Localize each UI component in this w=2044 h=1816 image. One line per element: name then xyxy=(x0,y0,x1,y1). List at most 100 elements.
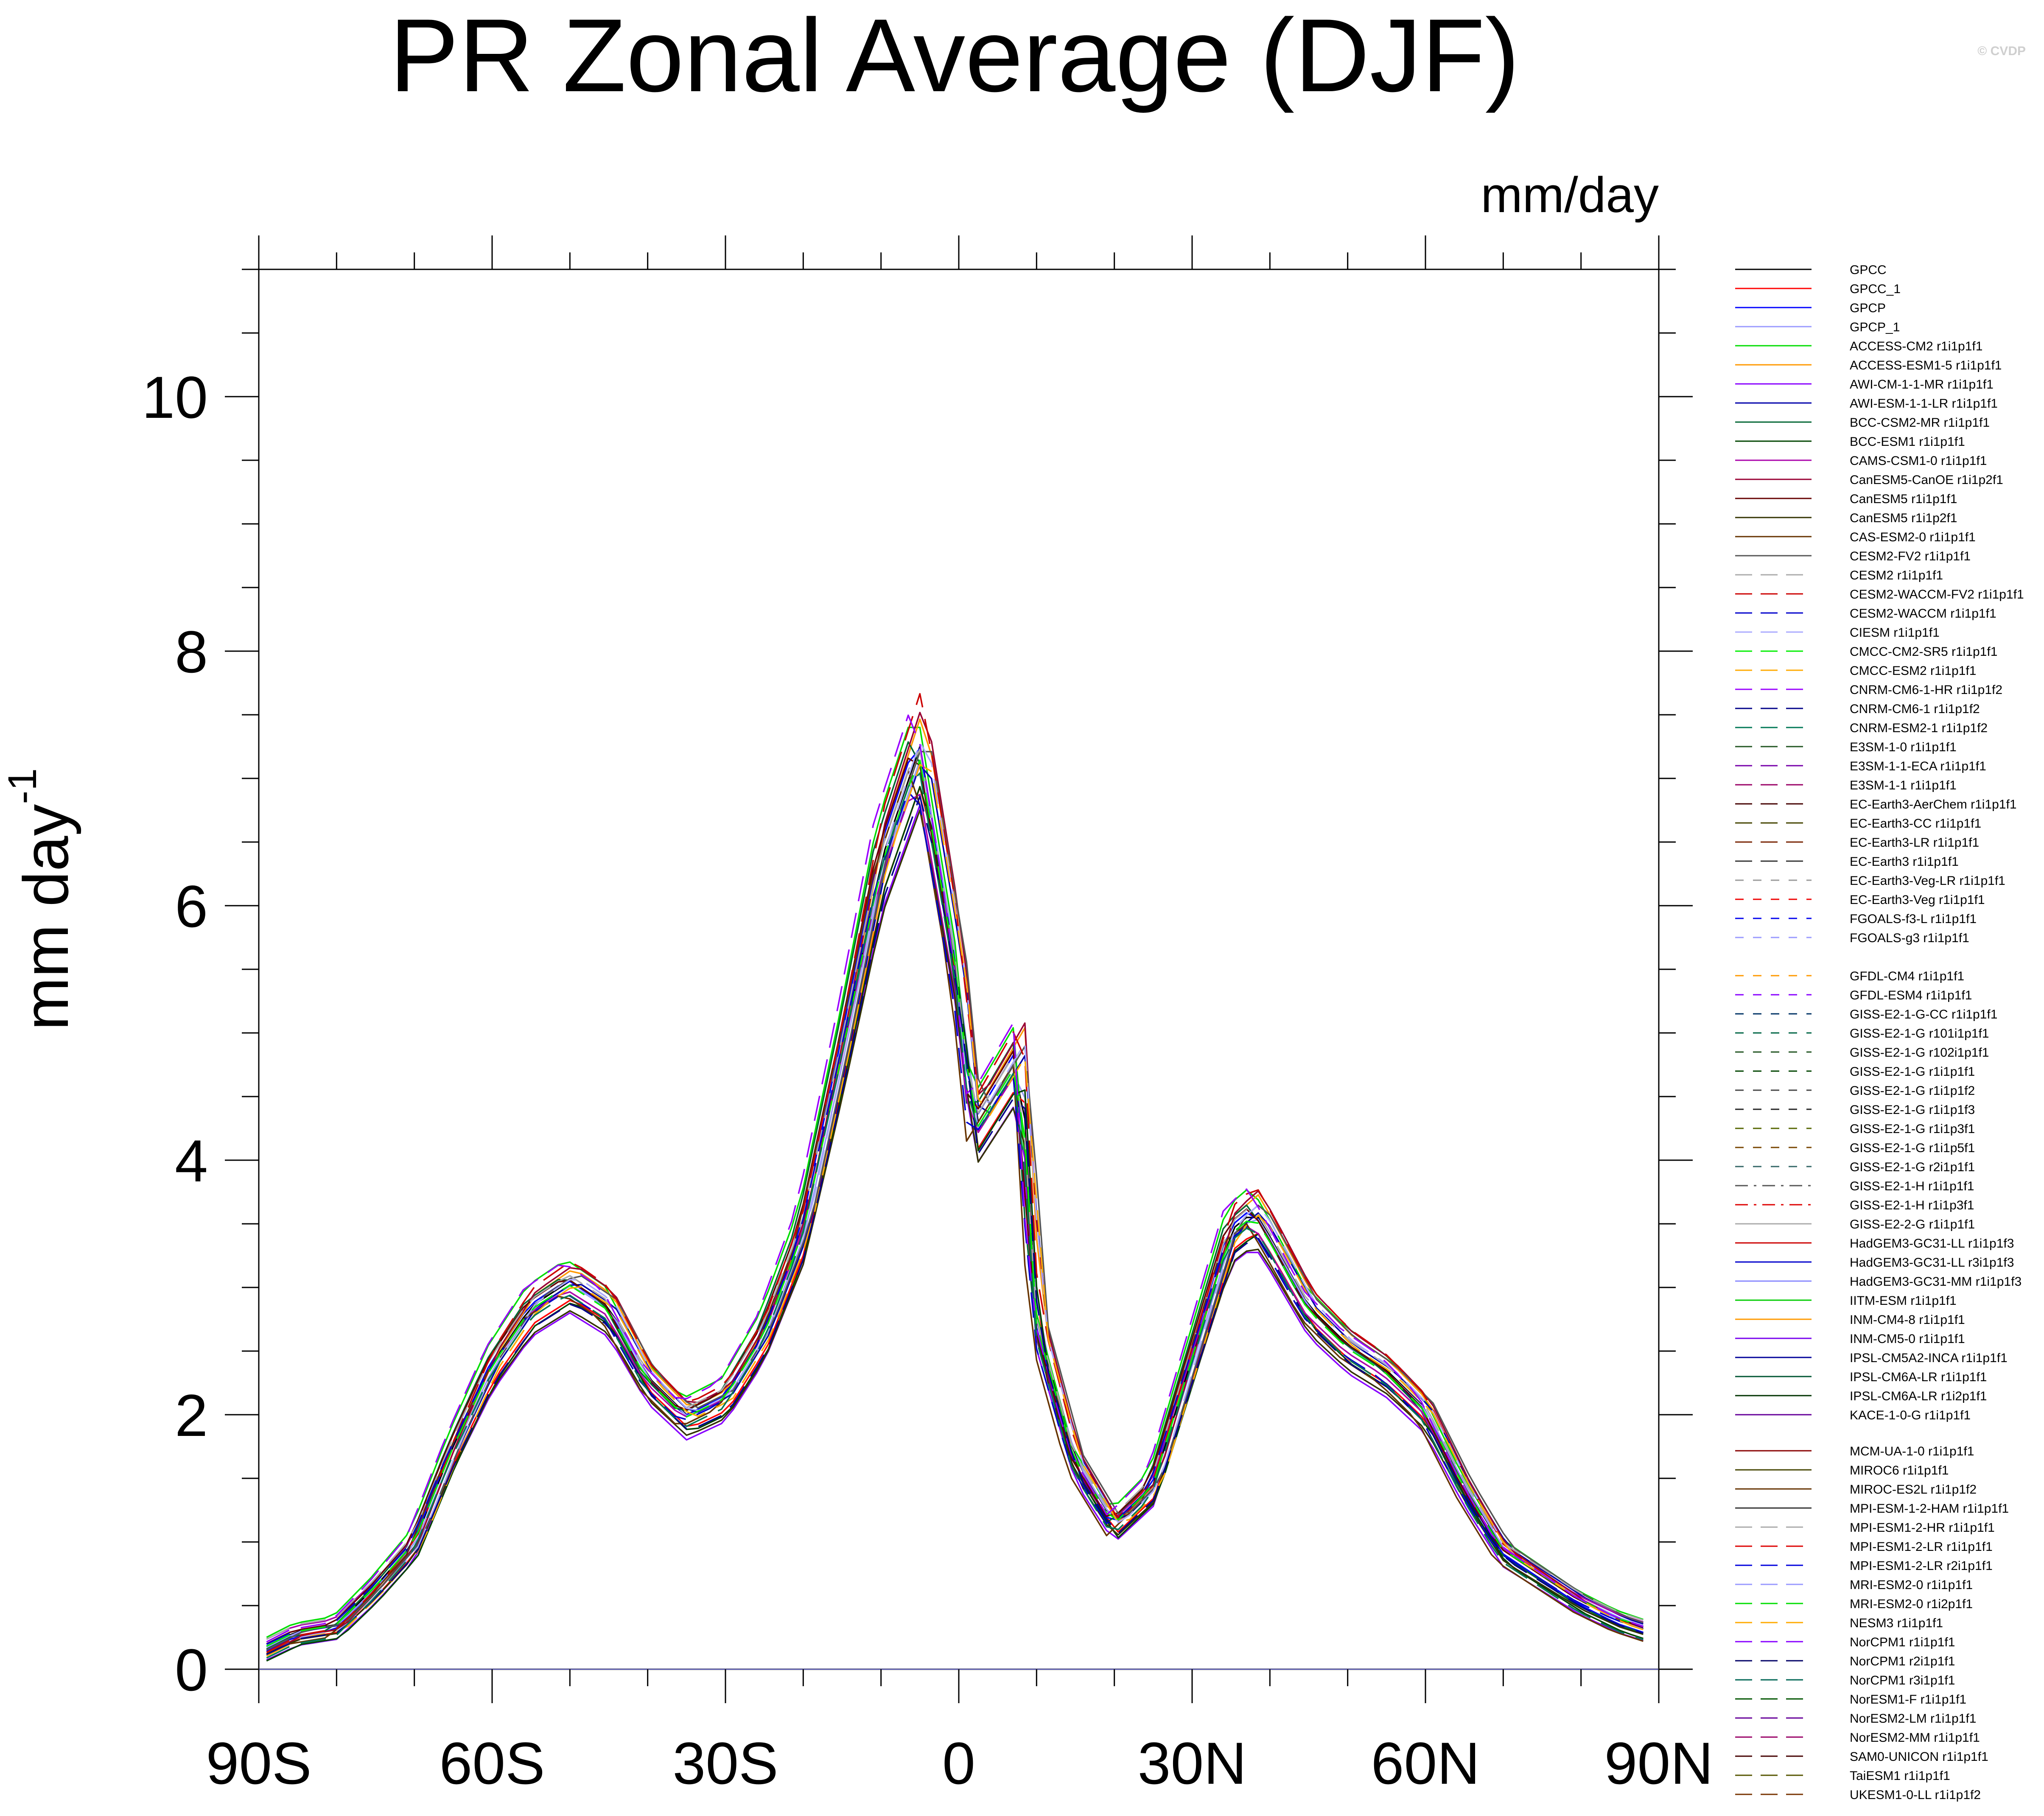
legend-label: GISS-E2-1-G r101i1p1f1 xyxy=(1850,1027,1989,1041)
legend-label: NorESM2-MM r1i1p1f1 xyxy=(1850,1731,1980,1745)
legend-label: CNRM-ESM2-1 r1i1p1f2 xyxy=(1850,721,1988,735)
y-axis-label: mm day-1 xyxy=(0,768,81,1030)
legend-label: CESM2-WACCM r1i1p1f1 xyxy=(1850,607,1996,621)
legend-label: CIESM r1i1p1f1 xyxy=(1850,626,1940,640)
legend-label: IPSL-CM6A-LR r1i2p1f1 xyxy=(1850,1389,1987,1403)
legend-label: NorESM1-F r1i1p1f1 xyxy=(1850,1693,1966,1707)
legend-label: GFDL-CM4 r1i1p1f1 xyxy=(1850,969,1964,983)
series-line-8 xyxy=(266,741,1644,1650)
legend-label: HadGEM3-GC31-MM r1i1p1f3 xyxy=(1850,1275,2022,1289)
x-tick-label: 0 xyxy=(942,1730,975,1796)
legend-label: EC-Earth3-LR r1i1p1f1 xyxy=(1850,836,1979,850)
x-tick-label: 90N xyxy=(1604,1730,1714,1796)
x-tick-label: 60S xyxy=(439,1730,545,1796)
legend-label: HadGEM3-GC31-LL r3i1p1f3 xyxy=(1850,1256,2014,1270)
legend-label: BCC-ESM1 r1i1p1f1 xyxy=(1850,435,1965,449)
legend-label: CESM2 r1i1p1f1 xyxy=(1850,568,1943,582)
legend-label: MRI-ESM2-0 r1i1p1f1 xyxy=(1850,1578,1973,1592)
series-line-17 xyxy=(266,693,1644,1653)
legend-label: MPI-ESM1-2-LR r2i1p1f1 xyxy=(1850,1559,1993,1573)
legend-label: E3SM-1-1-ECA r1i1p1f1 xyxy=(1850,759,1986,773)
series-line-10 xyxy=(266,794,1644,1640)
legend-label: MIROC-ES2L r1i1p1f2 xyxy=(1850,1483,1977,1497)
legend-label: GFDL-ESM4 r1i1p1f1 xyxy=(1850,988,1972,1002)
legend-label: GISS-E2-1-G r2i1p1f1 xyxy=(1850,1160,1975,1174)
chart-title: PR Zonal Average (DJF) xyxy=(389,0,1520,113)
legend-label: GISS-E2-1-G r1i1p1f2 xyxy=(1850,1084,1975,1098)
legend-label: FGOALS-f3-L r1i1p1f1 xyxy=(1850,912,1977,926)
legend-label: GISS-E2-1-G r102i1p1f1 xyxy=(1850,1046,1989,1060)
legend-label: INM-CM5-0 r1i1p1f1 xyxy=(1850,1332,1965,1346)
copyright-mark: © CVDP xyxy=(1977,44,2026,58)
legend-label: GISS-E2-1-G r1i1p5f1 xyxy=(1850,1141,1975,1155)
legend-label: GPCP_1 xyxy=(1850,320,1900,334)
legend-label: INM-CM4-8 r1i1p1f1 xyxy=(1850,1313,1965,1327)
y-tick-label: 10 xyxy=(142,364,208,431)
legend-label: IITM-ESM r1i1p1f1 xyxy=(1850,1294,1957,1308)
legend-label: EC-Earth3 r1i1p1f1 xyxy=(1850,855,1959,869)
series-line-4 xyxy=(266,727,1644,1638)
x-tick-label: 60N xyxy=(1371,1730,1480,1796)
legend-label: CNRM-CM6-1 r1i1p1f2 xyxy=(1850,702,1980,716)
series-line-21 xyxy=(266,764,1644,1657)
legend-label: IPSL-CM6A-LR r1i1p1f1 xyxy=(1850,1370,1987,1384)
legend-label: GISS-E2-1-G r1i1p3f1 xyxy=(1850,1122,1975,1136)
series-line-19 xyxy=(266,741,1644,1656)
units-label: mm/day xyxy=(1481,167,1659,223)
series-line-5 xyxy=(266,718,1644,1655)
legend-label: EC-Earth3-Veg-LR r1i1p1f1 xyxy=(1850,874,2005,888)
legend-label: NESM3 r1i1p1f1 xyxy=(1850,1616,1943,1630)
legend-label: E3SM-1-0 r1i1p1f1 xyxy=(1850,740,1957,754)
y-tick-label: 0 xyxy=(175,1637,208,1703)
x-tick-label: 30N xyxy=(1138,1730,1247,1796)
series-line-13 xyxy=(266,809,1644,1655)
y-axis-label-main: mm day xyxy=(10,804,81,1030)
legend-label: FGOALS-g3 r1i1p1f1 xyxy=(1850,931,1969,945)
x-tick-label: 30S xyxy=(672,1730,778,1796)
legend-label: EC-Earth3-CC r1i1p1f1 xyxy=(1850,817,1981,831)
series-line-23 xyxy=(266,795,1644,1655)
legend-label: CMCC-ESM2 r1i1p1f1 xyxy=(1850,664,1976,678)
legend-label: CanESM5-CanOE r1i1p2f1 xyxy=(1850,473,2003,487)
legend-label: GISS-E2-2-G r1i1p1f1 xyxy=(1850,1217,1975,1231)
legend-label: MPI-ESM1-2-LR r1i1p1f1 xyxy=(1850,1540,1993,1554)
legend-label: CanESM5 r1i1p2f1 xyxy=(1850,511,1957,525)
legend-label: MRI-ESM2-0 r1i2p1f1 xyxy=(1850,1597,1973,1611)
y-tick-label: 6 xyxy=(175,873,208,940)
legend-label: GPCC_1 xyxy=(1850,282,1901,296)
legend-label: CAMS-CSM1-0 r1i1p1f1 xyxy=(1850,454,1987,468)
series-line-11 xyxy=(266,711,1644,1655)
legend-label: MIROC6 r1i1p1f1 xyxy=(1850,1463,1949,1477)
y-tick-label: 8 xyxy=(175,618,208,685)
legend-label: GISS-E2-1-G-CC r1i1p1f1 xyxy=(1850,1007,1997,1021)
legend-label: MPI-ESM-1-2-HAM r1i1p1f1 xyxy=(1850,1502,2009,1516)
legend-label: GISS-E2-1-G r1i1p1f1 xyxy=(1850,1065,1975,1079)
legend-label: MCM-UA-1-0 r1i1p1f1 xyxy=(1850,1444,1974,1458)
legend-label: AWI-CM-1-1-MR r1i1p1f1 xyxy=(1850,378,1994,392)
legend-label: E3SM-1-1 r1i1p1f1 xyxy=(1850,778,1957,792)
legend-label: GISS-E2-1-H r1i1p1f1 xyxy=(1850,1179,1974,1193)
legend-label: ACCESS-ESM1-5 r1i1p1f1 xyxy=(1850,358,2002,372)
y-axis: 0 2 4 6 8 10 xyxy=(142,269,1693,1703)
legend-label: BCC-CSM2-MR r1i1p1f1 xyxy=(1850,416,1990,430)
legend-label: CMCC-CM2-SR5 r1i1p1f1 xyxy=(1850,645,1997,659)
series-line-6 xyxy=(266,804,1644,1661)
legend-label: UKESM1-0-LL r1i1p1f2 xyxy=(1850,1788,1981,1802)
legend-label: NorCPM1 r1i1p1f1 xyxy=(1850,1635,1955,1649)
legend-label: HadGEM3-GC31-LL r1i1p1f3 xyxy=(1850,1237,2014,1251)
legend-label: MPI-ESM1-2-HR r1i1p1f1 xyxy=(1850,1521,1995,1535)
series-line-22 xyxy=(266,714,1644,1643)
legend-label: EC-Earth3-AerChem r1i1p1f1 xyxy=(1850,797,2017,811)
legend-label: GPCP xyxy=(1850,301,1886,315)
legend-label: KACE-1-0-G r1i1p1f1 xyxy=(1850,1408,1971,1422)
legend-label: GISS-E2-1-H r1i1p3f1 xyxy=(1850,1198,1974,1212)
legend: GPCC GPCC_1 GPCP GPCP_1 ACCESS-CM2 r1i1p1f1 A… xyxy=(1735,263,2024,1802)
x-axis: 90S 60S 30S 0 30N 60N 90N xyxy=(206,235,1713,1796)
legend-label: CAS-ESM2-0 r1i1p1f1 xyxy=(1850,530,1976,544)
legend-label: NorESM2-LM r1i1p1f1 xyxy=(1850,1712,1976,1726)
legend-label: TaiESM1 r1i1p1f1 xyxy=(1850,1769,1950,1783)
y-tick-label: 4 xyxy=(175,1128,208,1194)
series-line-0 xyxy=(266,746,1644,1647)
legend-label: GISS-E2-1-G r1i1p1f3 xyxy=(1850,1103,1975,1117)
